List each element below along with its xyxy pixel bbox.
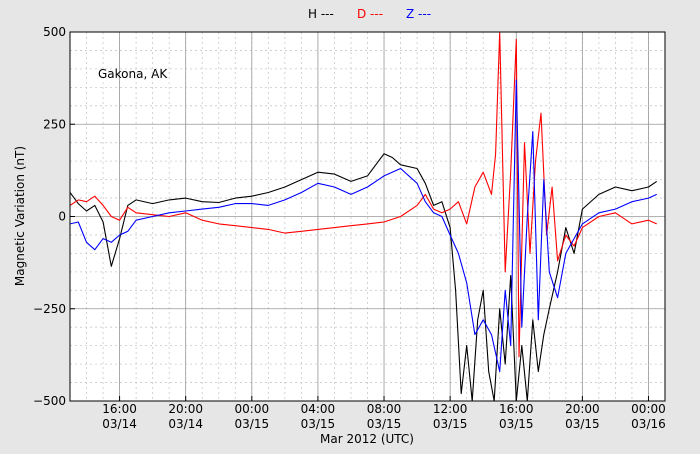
x-tick-label-time: 16:00	[102, 402, 137, 416]
x-tick-label-time: 20:00	[565, 402, 600, 416]
x-tick-label-date: 03/14	[102, 417, 137, 431]
x-tick-label-time: 00:00	[235, 402, 270, 416]
x-axis: 16:0003/1420:0003/1400:0003/1504:0003/15…	[102, 396, 666, 431]
x-tick-label-time: 20:00	[168, 402, 203, 416]
y-tick-label: 0	[58, 210, 66, 224]
legend-entry: Z ---	[406, 7, 431, 21]
x-tick-label-date: 03/16	[631, 417, 666, 431]
x-tick-label-date: 03/15	[301, 417, 336, 431]
y-tick-label: −500	[33, 394, 66, 408]
x-tick-label-time: 12:00	[433, 402, 468, 416]
x-tick-label-date: 03/15	[367, 417, 402, 431]
x-tick-label-date: 03/15	[235, 417, 270, 431]
y-tick-label: −250	[33, 302, 66, 316]
series-line-d	[70, 32, 657, 358]
y-tick-label: 500	[43, 25, 66, 39]
series-line-h	[70, 153, 658, 401]
y-axis-label: Magnetic Variation (nT)	[13, 146, 27, 286]
y-axis: 500 250 0 −250 −500	[33, 25, 75, 408]
station-annotation: Gakona, AK	[98, 67, 168, 81]
x-tick-label-time: 00:00	[631, 402, 666, 416]
series-layer	[70, 32, 658, 401]
x-tick-label-date: 03/15	[433, 417, 468, 431]
x-tick-label-date: 03/15	[499, 417, 534, 431]
x-tick-label-date: 03/14	[168, 417, 203, 431]
x-tick-label-time: 16:00	[499, 402, 534, 416]
x-tick-label-time: 04:00	[301, 402, 336, 416]
legend: H --- D --- Z ---	[308, 7, 431, 21]
x-tick-label-date: 03/15	[565, 417, 600, 431]
legend-entry: H ---	[308, 7, 334, 21]
y-tick-label: 250	[43, 117, 66, 131]
series-line-z	[70, 79, 657, 373]
x-axis-label: Mar 2012 (UTC)	[320, 432, 414, 446]
x-tick-label-time: 08:00	[367, 402, 402, 416]
legend-entry: D ---	[357, 7, 383, 21]
